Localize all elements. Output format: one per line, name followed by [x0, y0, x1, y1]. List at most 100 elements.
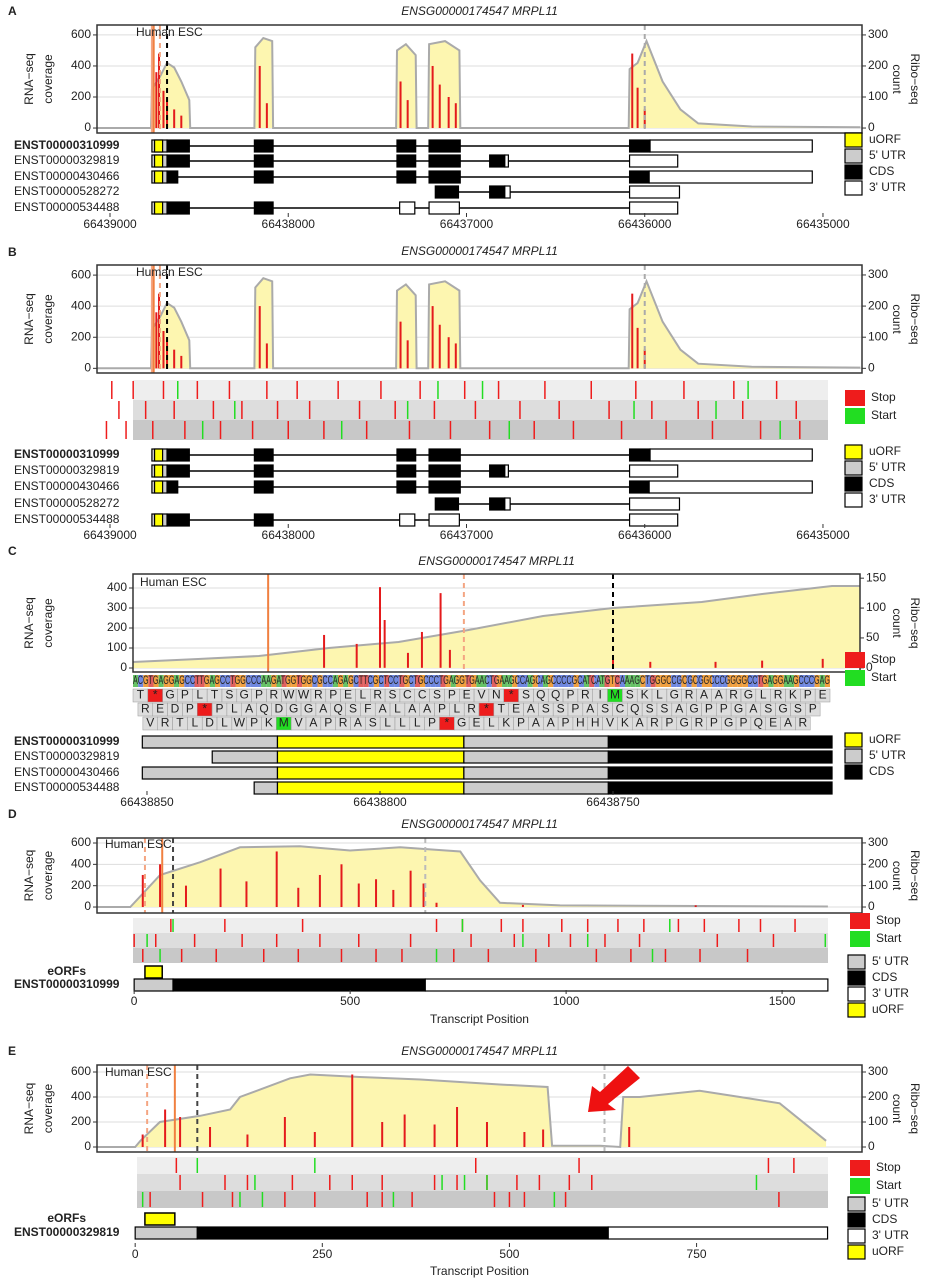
nucleotide-cell: [507, 675, 513, 687]
y2-tick-label: 0: [868, 899, 875, 913]
ribo-bar: [180, 355, 183, 369]
nucleotide-cell: [584, 675, 590, 687]
amino-acid: S: [225, 688, 233, 702]
nucleotide-cell: [332, 675, 338, 687]
exon-segment: [628, 139, 651, 153]
ribo-bar: [821, 658, 824, 668]
ribo-bar: [173, 349, 176, 369]
transcript-name: ENST00000430466: [14, 479, 120, 493]
amino-acid: P: [517, 716, 525, 730]
nucleotide-cell: [573, 675, 579, 687]
exon-segment: [166, 513, 190, 527]
amino-acid: L: [488, 716, 495, 730]
ribo-bar: [164, 1109, 167, 1147]
ribo-bar: [420, 631, 423, 668]
amino-acid: E: [156, 702, 164, 716]
nucleotide-cell: [399, 675, 405, 687]
coverage-area: [97, 1074, 827, 1147]
amino-acid: L: [231, 702, 238, 716]
ribo-bar: [351, 1074, 354, 1147]
amino-acid: G: [778, 702, 787, 716]
nucleotide-cell: [168, 675, 174, 687]
legend-swatch: [847, 1228, 866, 1244]
ribo-bar: [219, 868, 222, 908]
ribo-bar: [649, 661, 652, 668]
nucleotide-cell: [619, 675, 625, 687]
amino-acid: P: [329, 688, 337, 702]
y2-axis-title: Ribo−seq: [908, 53, 922, 104]
legend-label: 5' UTR: [872, 1196, 909, 1210]
ribo-bar: [179, 1117, 182, 1147]
nucleotide-cell: [707, 675, 713, 687]
exon-segment: [607, 1226, 829, 1240]
exon-segment: [607, 766, 833, 780]
legend-swatch: [845, 408, 865, 424]
eorf-box: [144, 1212, 176, 1226]
ribo-bar: [438, 84, 441, 129]
nucleotide-cell: [496, 675, 502, 687]
exon-segment: [253, 170, 274, 184]
nucleotide-cell: [548, 675, 554, 687]
ribo-bar: [406, 340, 409, 369]
ribo-bar: [162, 90, 165, 129]
nucleotide-cell: [143, 675, 149, 687]
ribo-bar: [523, 1132, 526, 1147]
ribo-bar: [159, 864, 162, 908]
amino-acid: W: [283, 688, 295, 702]
legend-swatch: [847, 1196, 866, 1212]
ribo-bar: [409, 870, 412, 908]
amino-acid: G: [165, 688, 174, 702]
frame-row: [133, 948, 828, 963]
nucleotide-cell: [502, 675, 508, 687]
nucleotide-cell: [317, 675, 323, 687]
exon-segment: [153, 448, 164, 462]
frame-row: [137, 1191, 828, 1208]
exon-segment: [166, 139, 190, 153]
ribo-bar: [636, 327, 639, 369]
legend-swatch: [847, 986, 866, 1002]
y-tick-label: 300: [107, 600, 127, 614]
legend-label: Stop: [876, 913, 901, 927]
exon-segment: [628, 448, 651, 462]
amino-acid: C: [616, 702, 625, 716]
amino-acid: R: [270, 688, 279, 702]
legend-swatch: [847, 1002, 866, 1018]
nucleotide-cell: [440, 675, 446, 687]
exon-segment: [166, 448, 190, 462]
amino-acid: S: [646, 702, 654, 716]
exon-segment: [428, 513, 460, 527]
transcript-name: ENST00000310999: [14, 977, 120, 991]
amino-acid: T: [498, 702, 506, 716]
nucleotide-cell: [194, 675, 200, 687]
exon-segment: [428, 480, 461, 494]
amino-acid: P: [571, 702, 579, 716]
nucleotide-cell: [630, 675, 636, 687]
ribo-bar: [245, 881, 248, 908]
nucleotide-cell: [717, 675, 723, 687]
nucleotide-cell: [748, 675, 754, 687]
legend-label: Stop: [871, 390, 896, 404]
exon-segment: [276, 781, 465, 795]
coverage-line: [97, 845, 828, 908]
legend-swatch: [847, 970, 866, 986]
nucleotide-cell: [276, 675, 282, 687]
exon-segment: [504, 464, 509, 478]
transcript-name: ENST00000329819: [14, 463, 120, 477]
ribo-bar: [636, 87, 639, 129]
transcript-name: ENST00000528272: [14, 184, 120, 198]
amino-acid: H: [576, 716, 585, 730]
nucleotide-cell: [691, 675, 697, 687]
exon-segment: [434, 185, 460, 199]
transcript-name: ENST00000310999: [14, 138, 120, 152]
exon-segment: [153, 139, 164, 153]
amino-acid: N: [492, 688, 501, 702]
ribo-bar: [283, 1117, 286, 1147]
ribo-bar: [166, 100, 169, 129]
x-axis-title: Transcript Position: [430, 1264, 529, 1278]
legend-swatch: [844, 460, 863, 476]
exon-segment: [504, 185, 511, 199]
amino-acid: A: [715, 688, 723, 702]
ribo-bar: [265, 343, 268, 369]
ribo-bar: [403, 1114, 406, 1147]
exon-segment: [489, 497, 506, 511]
